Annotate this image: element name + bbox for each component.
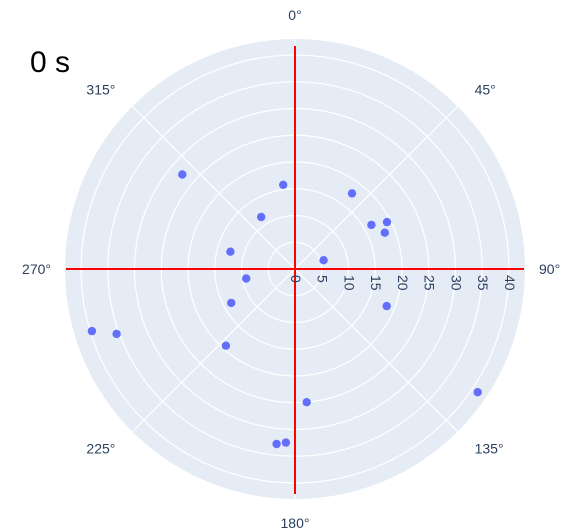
scatter-point [347,189,357,198]
chart-title: 0 s [29,46,70,79]
angular-tick-label: 0° [288,7,301,23]
scatter-point [473,388,482,397]
angular-tick-label: 180° [281,515,310,528]
radial-tick-label: 5 [315,275,331,283]
radial-tick-label: 30 [448,275,464,291]
scatter-point [227,298,236,308]
scatter-point [226,247,235,256]
angular-tick-label: 45° [475,81,496,97]
radial-tick-label: 25 [422,275,438,291]
angular-tick-label: 135° [475,441,504,457]
scatter-point [257,212,266,222]
radial-tick-label: 35 [475,275,491,291]
radial-tick-label: 40 [502,275,518,291]
scatter-point [382,217,392,227]
radial-tick-label: 20 [395,275,411,291]
scatter-point [380,228,389,237]
angular-tick-label: 225° [86,441,115,457]
chart-title-clip: 0 s [0,0,70,120]
scatter-point [367,220,376,230]
scatter-point [319,256,328,265]
angular-grid-spoke [131,105,296,270]
angular-grid-spoke [294,105,459,270]
radial-tick-labels: 0 5 10 15 20 25 30 35 40 [288,275,518,291]
angular-grid-spoke [294,268,459,433]
angular-tick-label: 90° [539,261,560,277]
scatter-points [87,170,482,449]
scatter-point [87,326,97,336]
angular-tick-labels: 0° 45° 90° 135° 180° 225° 270° 315° [22,7,560,528]
scatter-point [302,398,311,407]
scatter-point [272,439,281,449]
angular-grid-spoke [131,268,296,433]
scatter-point [279,180,288,189]
scatter-point [242,274,251,283]
radial-tick-label: 0 [288,275,304,283]
radial-tick-label: 15 [368,275,384,291]
scatter-point [221,341,231,350]
scatter-point [178,170,187,179]
scatter-point [281,438,291,447]
crosshair [66,46,524,494]
scatter-point [382,301,391,311]
scatter-point [112,329,121,339]
radial-tick-label: 10 [341,275,357,291]
angular-tick-label: 315° [86,81,115,97]
angular-tick-label: 270° [22,261,51,277]
